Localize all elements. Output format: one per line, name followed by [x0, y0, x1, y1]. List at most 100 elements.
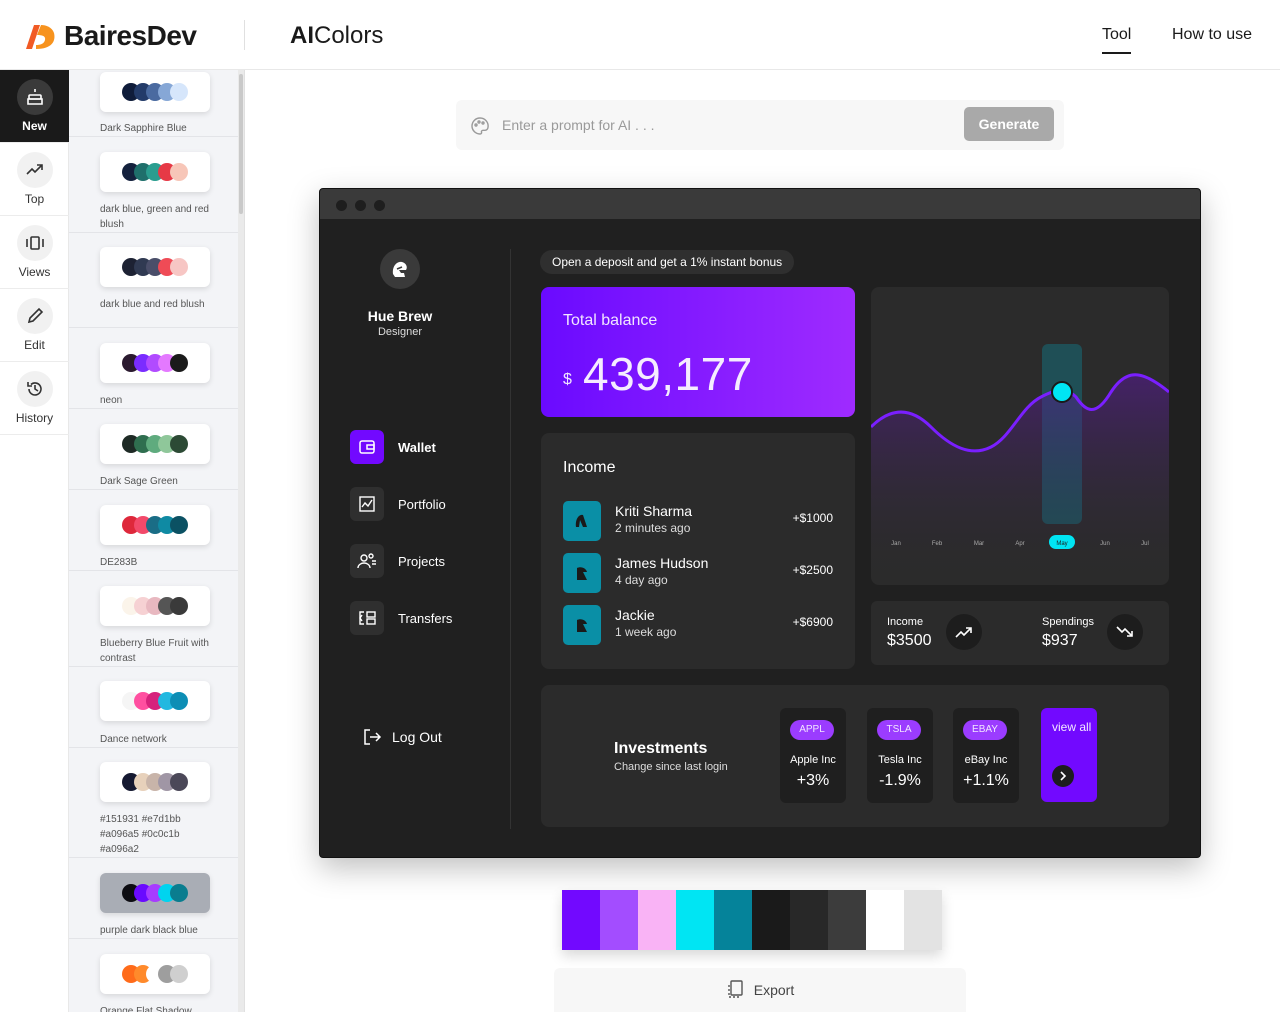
- income-name: Kriti Sharma: [615, 503, 693, 519]
- menu-item-projects[interactable]: Projects: [350, 544, 445, 578]
- view-all-label: view all: [1052, 720, 1092, 734]
- balance-currency: $: [563, 371, 572, 388]
- color-swatch[interactable]: [600, 890, 638, 950]
- color-swatch[interactable]: [638, 890, 676, 950]
- menu-label: Wallet: [398, 439, 436, 455]
- nav-how-to-use[interactable]: How to use: [1172, 26, 1253, 43]
- helmet-icon: [563, 605, 601, 645]
- color-dot: [170, 965, 188, 983]
- income-row[interactable]: James Hudson 4 day ago +$2500: [563, 553, 833, 593]
- wave-chart: Jan Feb Mar Apr May Jun Jul: [871, 287, 1169, 585]
- color-swatch[interactable]: [790, 890, 828, 950]
- nav-tool[interactable]: Tool: [1102, 26, 1132, 54]
- promo-badge[interactable]: Open a deposit and get a 1% instant bonu…: [540, 250, 795, 274]
- stock-name: Tesla Inc: [878, 754, 922, 766]
- income-amount: +$2500: [792, 563, 833, 577]
- rail-item-new[interactable]: New: [0, 70, 69, 143]
- palette-card[interactable]: [100, 72, 210, 112]
- stats-card: Income $3500 Spendings $937: [871, 601, 1169, 665]
- avatar[interactable]: [380, 249, 420, 289]
- investments-title: Investments: [614, 740, 708, 757]
- generate-button[interactable]: Generate: [964, 107, 1054, 141]
- palette-dots: [122, 692, 188, 710]
- logout-icon: [364, 729, 382, 745]
- color-swatch[interactable]: [714, 890, 752, 950]
- rail-item-top[interactable]: Top: [0, 143, 69, 216]
- rail-item-edit[interactable]: Edit: [0, 289, 69, 362]
- palette-card[interactable]: [100, 505, 210, 545]
- color-swatch[interactable]: [828, 890, 866, 950]
- color-swatch[interactable]: [676, 890, 714, 950]
- rail-item-views[interactable]: Views: [0, 216, 69, 289]
- chart-marker[interactable]: [1051, 381, 1073, 403]
- palette-card-selected[interactable]: [100, 873, 210, 913]
- color-swatch[interactable]: [752, 890, 790, 950]
- color-swatch[interactable]: [866, 890, 904, 950]
- income-stat-label: Income: [887, 616, 924, 628]
- palette-dots: [122, 258, 188, 276]
- stock-card[interactable]: EBAY eBay Inc +1.1%: [953, 708, 1019, 803]
- divider: [69, 938, 239, 939]
- rail-item-history[interactable]: History: [0, 362, 69, 435]
- palette-dots: [122, 773, 188, 791]
- logout-button[interactable]: Log Out: [362, 727, 442, 747]
- scrollbar-thumb[interactable]: [239, 74, 243, 214]
- palette-dots: [122, 516, 188, 534]
- palette-card[interactable]: [100, 762, 210, 802]
- rail-label: New: [22, 119, 47, 133]
- stock-card[interactable]: APPL Apple Inc +3%: [780, 708, 846, 803]
- income-time: 2 minutes ago: [615, 521, 691, 535]
- brand-logo[interactable]: BairesDev: [24, 20, 197, 52]
- month-label: Apr: [1015, 541, 1024, 547]
- divider: [69, 408, 239, 409]
- export-button[interactable]: Export: [554, 968, 966, 1012]
- divider: [69, 136, 239, 137]
- menu-item-wallet[interactable]: Wallet: [350, 430, 436, 464]
- income-time: 4 day ago: [615, 573, 668, 587]
- stock-card[interactable]: TSLA Tesla Inc -1.9%: [867, 708, 933, 803]
- menu-item-portfolio[interactable]: Portfolio: [350, 487, 446, 521]
- chevron-right-icon: [1052, 765, 1074, 787]
- palette-name: #151931 #e7d1bb #a096a5 #0c0c1b #a096a2: [100, 814, 181, 855]
- palette-card[interactable]: [100, 681, 210, 721]
- palette-name: neon: [100, 395, 123, 406]
- palette-card[interactable]: [100, 586, 210, 626]
- menu-label: Projects: [398, 553, 445, 569]
- view-all-button[interactable]: view all: [1041, 708, 1097, 802]
- divider: [69, 857, 239, 858]
- header-divider: [244, 20, 245, 50]
- left-rail: New Top Views Edit History: [0, 70, 69, 1012]
- palette-card[interactable]: [100, 424, 210, 464]
- palette-card[interactable]: [100, 343, 210, 383]
- scrollbar[interactable]: [238, 70, 244, 1012]
- color-dot: [170, 692, 188, 710]
- stock-change: -1.9%: [879, 772, 921, 789]
- logout-label: Log Out: [392, 729, 442, 745]
- income-time: 1 week ago: [615, 625, 677, 639]
- investments-subtitle: Change since last login: [614, 761, 728, 773]
- stock-name: Apple Inc: [790, 754, 836, 766]
- palette-card[interactable]: [100, 954, 210, 994]
- prompt-input[interactable]: [502, 112, 942, 138]
- color-dot: [170, 597, 188, 615]
- palette-card[interactable]: [100, 152, 210, 192]
- menu-label: Transfers: [398, 610, 453, 626]
- palette-name: Orange Flat Shadow: [100, 1006, 192, 1012]
- stock-change: +1.1%: [963, 772, 1009, 789]
- income-card: Income Kriti Sharma 2 minutes ago +$1000…: [541, 433, 855, 669]
- color-swatch[interactable]: [904, 890, 942, 950]
- rail-label: Edit: [24, 338, 45, 352]
- month-label-selected: May: [1056, 541, 1067, 547]
- total-balance-card: Total balance $ 439,177: [541, 287, 855, 417]
- copy-icon: [728, 980, 743, 998]
- month-label: Mar: [974, 541, 984, 547]
- palette-name: DE283B: [100, 557, 138, 568]
- color-swatch[interactable]: [562, 890, 600, 950]
- income-row[interactable]: Jackie 1 week ago +$6900: [563, 605, 833, 645]
- palette-card[interactable]: [100, 247, 210, 287]
- menu-item-transfers[interactable]: Transfers: [350, 601, 452, 635]
- color-dot: [170, 163, 188, 181]
- brand-name: BairesDev: [64, 20, 197, 51]
- income-row[interactable]: Kriti Sharma 2 minutes ago +$1000: [563, 501, 833, 541]
- app-title-rest: Colors: [314, 22, 384, 49]
